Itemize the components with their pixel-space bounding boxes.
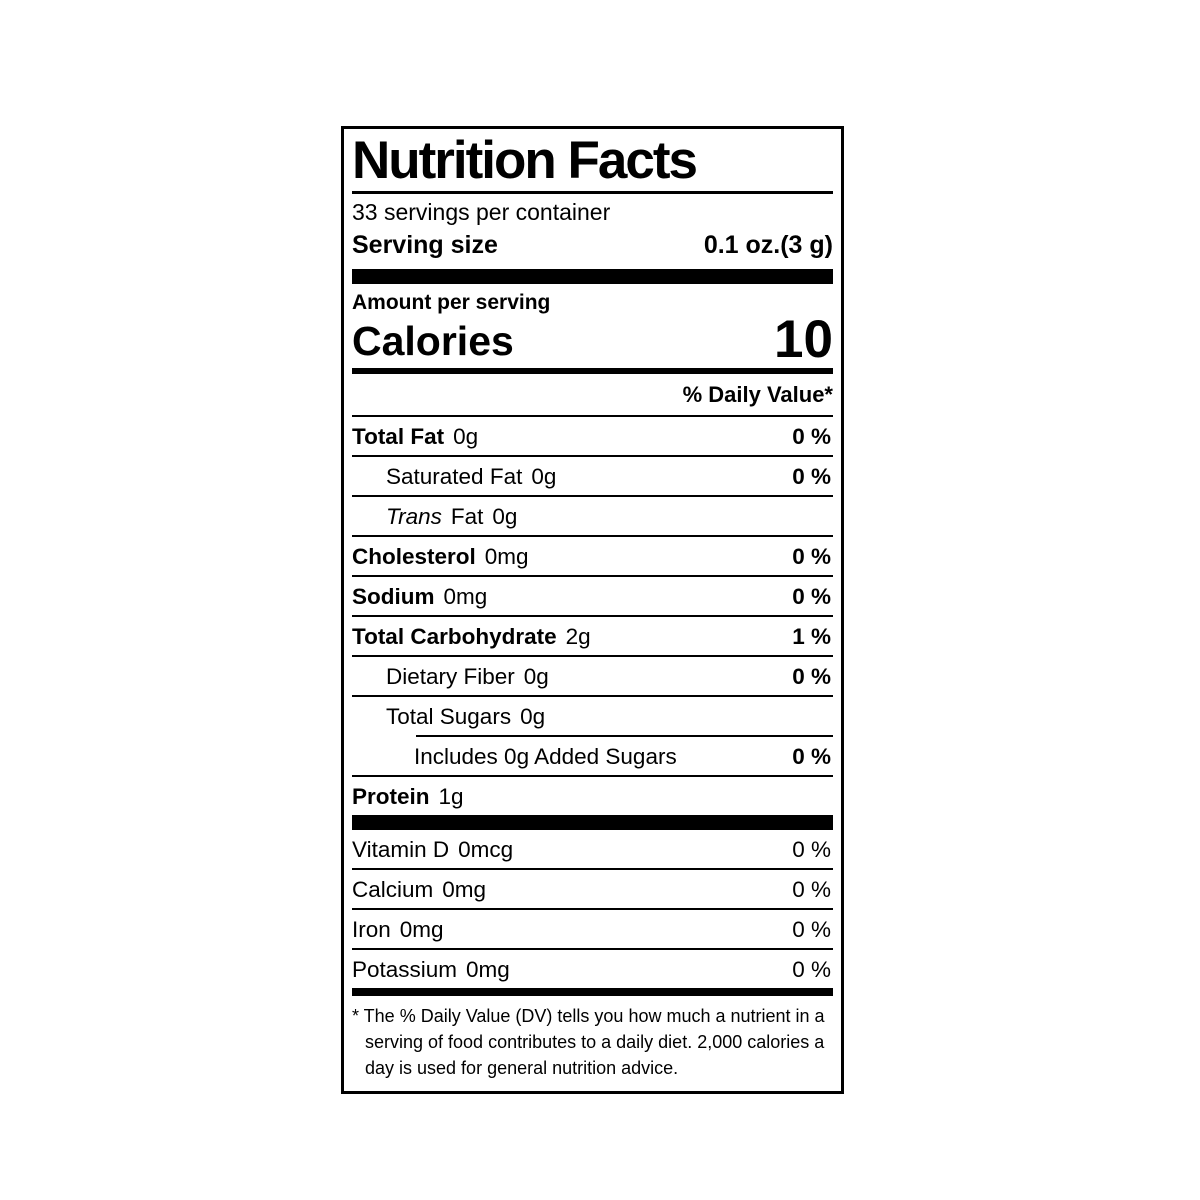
micronutrient-dv: 0 % — [792, 837, 831, 863]
nutrient-dv: 1 % — [792, 624, 831, 650]
nutrient-row-saturated-fat: Saturated Fat 0g 0 % — [352, 457, 833, 498]
nutrient-name: Total Sugars — [386, 704, 512, 730]
serving-size-value: 0.1 oz.(3 g) — [703, 231, 833, 260]
nutrient-row-trans-fat: Trans Fat 0g — [352, 497, 833, 538]
nutrient-amount: 0g — [453, 424, 479, 450]
micronutrient-row-vitamin-d: Vitamin D 0mcg 0 % — [352, 830, 833, 871]
nutrient-name: Total Fat — [352, 424, 445, 450]
nutrient-row-total-carbohydrate: Total Carbohydrate 2g 1 % — [352, 617, 833, 658]
divider-thick-protein — [352, 815, 833, 831]
footnote: * The % Daily Value (DV) tells you how m… — [352, 996, 833, 1083]
micronutrient-dv: 0 % — [792, 917, 831, 943]
nutrient-name: Saturated Fat — [386, 464, 523, 490]
micronutrient-row-iron: Iron 0mg 0 % — [352, 910, 833, 951]
micronutrient-name: Potassium — [352, 957, 458, 983]
footnote-text: * The % Daily Value (DV) tells you how m… — [352, 1006, 825, 1079]
label-title: Nutrition Facts — [352, 133, 833, 195]
calories-row: Calories 10 — [352, 310, 833, 370]
divider-medium-calories — [352, 368, 833, 375]
nutrient-amount: 0g — [492, 504, 518, 530]
nutrition-facts-label: Nutrition Facts 33 servings per containe… — [341, 126, 844, 1095]
nutrient-row-total-sugars: Total Sugars 0g — [352, 697, 833, 735]
nutrient-row-protein: Protein 1g — [352, 777, 833, 815]
calories-value: 10 — [774, 310, 833, 370]
micronutrient-row-calcium: Calcium 0mg 0 % — [352, 870, 833, 911]
micronutrient-dv: 0 % — [792, 877, 831, 903]
micronutrient-name: Vitamin D — [352, 837, 450, 863]
nutrient-dv: 0 % — [792, 744, 831, 770]
micronutrient-amount: 0mcg — [458, 837, 514, 863]
nutrient-amount: 0g — [531, 464, 557, 490]
calories-label: Calories — [352, 318, 514, 365]
nutrient-name: Dietary Fiber — [386, 664, 515, 690]
micronutrient-name: Calcium — [352, 877, 434, 903]
nutrient-amount: 0g — [520, 704, 546, 730]
divider-semi-footnote — [352, 988, 833, 997]
divider-partial-added-sugars — [416, 735, 833, 738]
nutrient-row-cholesterol: Cholesterol 0mg 0 % — [352, 537, 833, 578]
micronutrient-amount: 0mg — [442, 877, 487, 903]
divider-thick-top — [352, 269, 833, 285]
servings-per-container: 33 servings per container — [352, 199, 611, 226]
nutrient-amount: 0mg — [484, 544, 529, 570]
nutrient-amount: 2g — [565, 624, 591, 650]
nutrient-row-total-fat: Total Fat 0g 0 % — [352, 417, 833, 458]
nutrient-dv: 0 % — [792, 664, 831, 690]
nutrient-name-italic: Trans — [386, 504, 442, 530]
amount-per-serving-label: Amount per serving — [352, 291, 551, 315]
nutrient-row-sodium: Sodium 0mg 0 % — [352, 577, 833, 618]
nutrient-name: Total Carbohydrate — [352, 624, 557, 650]
micronutrient-amount: 0mg — [466, 957, 510, 983]
micronutrient-name: Iron — [352, 917, 391, 943]
nutrient-dv: 0 % — [792, 584, 831, 610]
nutrient-name: Includes 0g Added Sugars — [414, 744, 677, 770]
nutrient-row-dietary-fiber: Dietary Fiber 0g 0 % — [352, 657, 833, 698]
nutrient-row-added-sugars: Includes 0g Added Sugars 0 % — [352, 737, 833, 778]
nutrient-amount: 1g — [438, 784, 464, 810]
nutrient-name: Protein — [352, 784, 430, 810]
nutrient-name: Cholesterol — [352, 544, 476, 570]
nutrient-amount: 0mg — [443, 584, 488, 610]
micronutrient-dv: 0 % — [792, 957, 831, 983]
nutrient-name: Sodium — [352, 584, 435, 610]
nutrient-dv: 0 % — [792, 424, 831, 450]
nutrient-dv: 0 % — [792, 464, 831, 490]
micronutrient-row-potassium: Potassium 0mg 0 % — [352, 950, 833, 988]
serving-size-row: Serving size 0.1 oz.(3 g) — [352, 228, 833, 269]
nutrient-amount: 0g — [523, 664, 549, 690]
nutrient-dv: 0 % — [792, 544, 831, 570]
micronutrient-amount: 0mg — [399, 917, 444, 943]
serving-size-label: Serving size — [352, 231, 498, 260]
nutrient-name: Fat — [450, 504, 484, 530]
daily-value-header: % Daily Value* — [352, 374, 833, 418]
